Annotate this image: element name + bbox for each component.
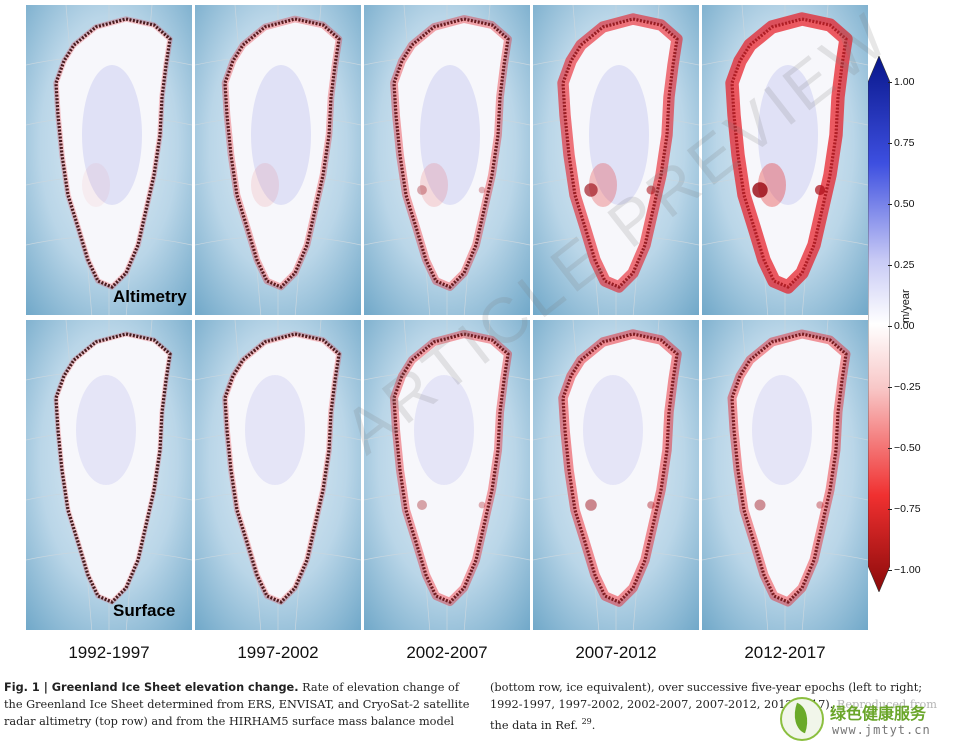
epoch-label: 1997-2002	[237, 643, 319, 662]
altimetry-map-panel	[364, 5, 530, 315]
colorbar-tick: −0.50	[888, 442, 921, 454]
colorbar-tick: −0.75	[888, 503, 921, 515]
epoch-label: 1992-1997	[68, 643, 150, 662]
caption-text: the data in Ref.	[490, 718, 578, 732]
surface-map-panel	[533, 320, 699, 630]
caption-text: Rate of elevation change of the Greenlan…	[4, 681, 470, 728]
row-label-altimetry: Altimetry	[113, 287, 187, 306]
altimetry-map-panel	[195, 5, 361, 315]
colorbar	[868, 56, 890, 592]
caption-period: .	[591, 718, 596, 732]
epoch-label: 2012-2017	[744, 643, 826, 662]
colorbar-tick: 0.50	[887, 198, 915, 210]
altimetry-map-panel	[26, 5, 192, 315]
surface-map-panel	[364, 320, 530, 630]
colorbar-tick: 1.00	[887, 76, 915, 88]
row-label-surface: Surface	[113, 601, 176, 620]
colorbar-tick: −0.25	[888, 381, 921, 393]
colorbar-tick: 0.00	[887, 320, 915, 332]
altimetry-map-panel	[702, 5, 868, 315]
surface-map-panel	[26, 320, 192, 630]
epoch-label: 2002-2007	[406, 643, 488, 662]
colorbar-unit: m/year	[900, 289, 912, 323]
colorbar-tick: −1.00	[888, 564, 921, 576]
epoch-label: 2007-2012	[575, 643, 657, 662]
site-url: www.jmtyt.cn	[832, 723, 931, 737]
site-logo[interactable]: 绿色健康服务 www.jmtyt.cn	[778, 694, 956, 746]
site-name: 绿色健康服务	[830, 704, 927, 723]
caption-column-right: (bottom row, ice equivalent), over succe…	[490, 679, 950, 734]
caption-faded-text: Reproduced from	[833, 698, 937, 711]
caption-title: Fig. 1 | Greenland Ice Sheet elevation c…	[4, 681, 299, 694]
colorbar-tick: 0.25	[887, 259, 915, 271]
leaf-logo-icon	[780, 697, 824, 741]
caption-reference: 29	[581, 717, 592, 726]
surface-map-panel	[195, 320, 361, 630]
caption-column-left: Fig. 1 | Greenland Ice Sheet elevation c…	[4, 679, 474, 730]
altimetry-map-panel	[533, 5, 699, 315]
caption-text: (bottom row, ice equivalent), over succe…	[490, 681, 923, 711]
colorbar-tick: 0.75	[887, 137, 915, 149]
surface-map-panel	[702, 320, 868, 630]
